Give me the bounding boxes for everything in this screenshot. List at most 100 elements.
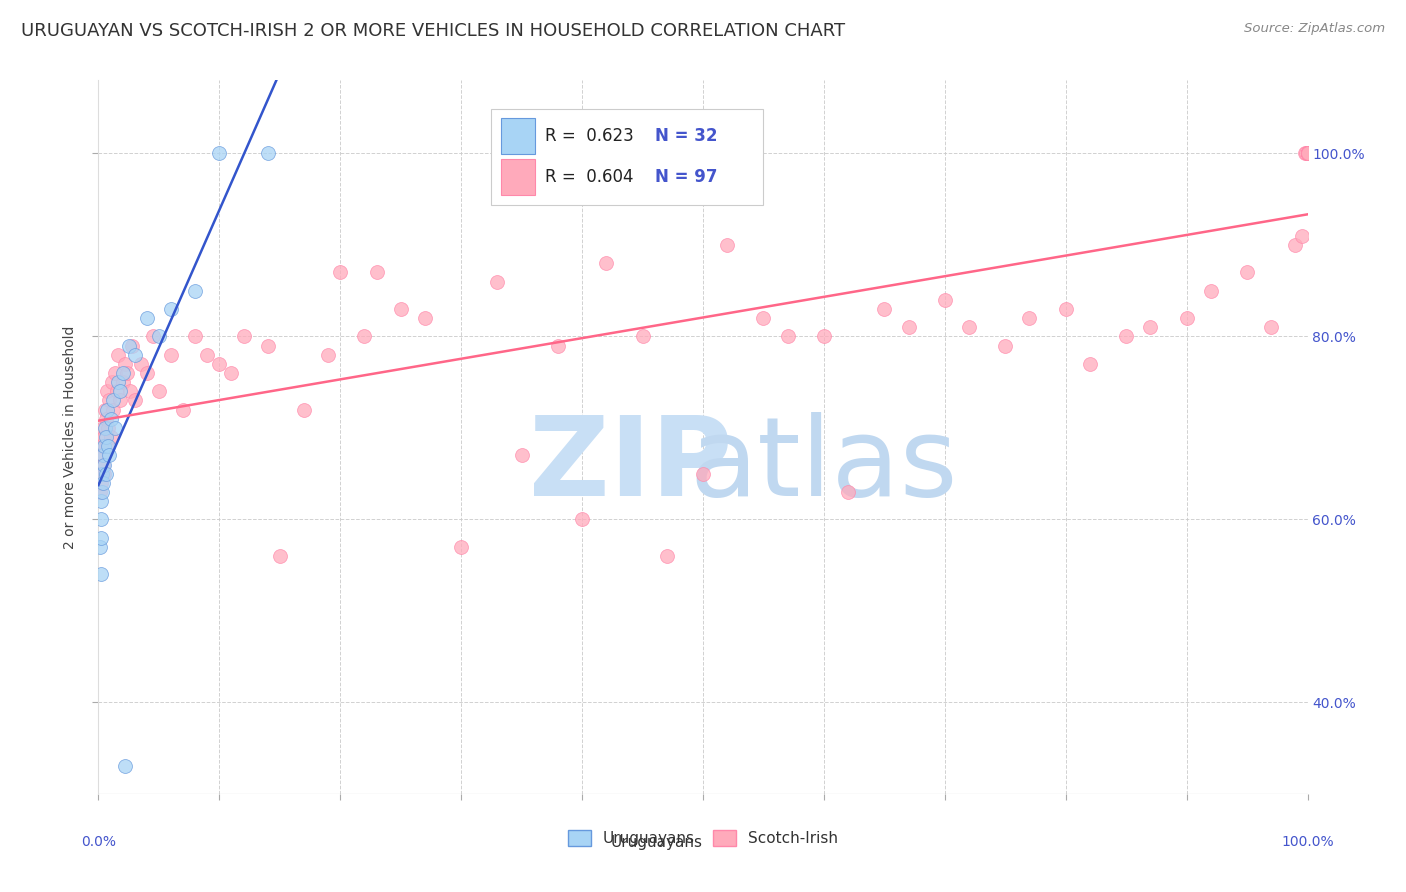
Point bbox=[135, 311, 157, 326]
Point bbox=[571, 512, 593, 526]
Legend: Uruguayans, Scotch-Irish: Uruguayans, Scotch-Irish bbox=[564, 825, 842, 850]
Point bbox=[1291, 228, 1313, 243]
Point bbox=[208, 146, 231, 161]
Point bbox=[114, 759, 136, 773]
Point bbox=[90, 531, 112, 545]
Point bbox=[1139, 320, 1161, 334]
Point bbox=[100, 411, 122, 425]
Point bbox=[486, 275, 509, 289]
Text: 0.0%: 0.0% bbox=[82, 835, 115, 849]
Point bbox=[98, 393, 121, 408]
Point bbox=[91, 458, 114, 472]
Text: R =  0.604: R = 0.604 bbox=[544, 169, 633, 186]
Point bbox=[89, 540, 111, 554]
Text: ZIP: ZIP bbox=[529, 412, 733, 519]
Point bbox=[256, 338, 278, 352]
Point bbox=[91, 475, 114, 490]
Point bbox=[1296, 146, 1319, 161]
FancyBboxPatch shape bbox=[501, 160, 534, 195]
Point bbox=[94, 439, 117, 453]
Point bbox=[101, 393, 124, 408]
Point bbox=[752, 311, 775, 326]
Point bbox=[1296, 146, 1319, 161]
Point bbox=[1018, 311, 1040, 326]
Point bbox=[104, 366, 127, 380]
Point bbox=[90, 512, 112, 526]
Point bbox=[994, 338, 1017, 352]
Point bbox=[873, 301, 896, 316]
Point bbox=[117, 366, 139, 380]
Point bbox=[90, 567, 112, 582]
Point bbox=[631, 329, 654, 343]
Point bbox=[107, 375, 129, 389]
Point bbox=[91, 421, 114, 435]
Point bbox=[1296, 146, 1319, 161]
Point bbox=[114, 357, 136, 371]
Point bbox=[90, 475, 112, 490]
Point bbox=[118, 338, 141, 352]
Point bbox=[1295, 146, 1317, 161]
Point bbox=[100, 430, 122, 444]
Point bbox=[135, 366, 157, 380]
Point bbox=[1296, 146, 1319, 161]
Point bbox=[1296, 146, 1319, 161]
Point bbox=[897, 320, 920, 334]
Point bbox=[111, 366, 134, 380]
Point bbox=[269, 549, 291, 563]
Point bbox=[96, 402, 118, 417]
Point bbox=[89, 467, 111, 481]
Point bbox=[124, 393, 146, 408]
Point bbox=[195, 348, 218, 362]
Point bbox=[1115, 329, 1137, 343]
Point bbox=[148, 329, 170, 343]
Point bbox=[100, 375, 122, 389]
Text: 100.0%: 100.0% bbox=[1281, 835, 1334, 849]
Point bbox=[1296, 146, 1319, 161]
Point bbox=[90, 485, 112, 500]
Point bbox=[1296, 146, 1319, 161]
Point bbox=[160, 348, 183, 362]
Point bbox=[1296, 146, 1319, 161]
Point bbox=[184, 329, 207, 343]
Point bbox=[124, 348, 146, 362]
Point bbox=[450, 540, 472, 554]
Point bbox=[93, 439, 115, 453]
Text: N = 97: N = 97 bbox=[655, 169, 717, 186]
Point bbox=[366, 265, 388, 279]
Point bbox=[121, 338, 143, 352]
Point bbox=[142, 329, 165, 343]
Point bbox=[1054, 301, 1077, 316]
Point bbox=[221, 366, 243, 380]
Text: URUGUAYAN VS SCOTCH-IRISH 2 OR MORE VEHICLES IN HOUSEHOLD CORRELATION CHART: URUGUAYAN VS SCOTCH-IRISH 2 OR MORE VEHI… bbox=[21, 22, 845, 40]
Point bbox=[91, 449, 114, 463]
Point bbox=[148, 384, 170, 399]
Point bbox=[1260, 320, 1282, 334]
Point bbox=[1296, 146, 1319, 161]
Point bbox=[510, 449, 533, 463]
Point bbox=[329, 265, 352, 279]
Point bbox=[105, 384, 128, 399]
Point bbox=[957, 320, 980, 334]
Point bbox=[353, 329, 375, 343]
Point bbox=[172, 402, 194, 417]
Point bbox=[118, 384, 141, 399]
Text: Uruguayans: Uruguayans bbox=[612, 835, 703, 850]
Point bbox=[716, 238, 738, 252]
Point bbox=[256, 146, 278, 161]
Point bbox=[111, 375, 134, 389]
Point bbox=[1296, 146, 1319, 161]
Point bbox=[813, 329, 835, 343]
Point bbox=[292, 402, 315, 417]
Point bbox=[104, 421, 127, 435]
Point bbox=[1284, 238, 1306, 252]
Point bbox=[1296, 146, 1319, 161]
Point bbox=[595, 256, 617, 270]
Point bbox=[1078, 357, 1101, 371]
Text: Source: ZipAtlas.com: Source: ZipAtlas.com bbox=[1244, 22, 1385, 36]
Y-axis label: 2 or more Vehicles in Household: 2 or more Vehicles in Household bbox=[63, 326, 77, 549]
Point bbox=[90, 439, 112, 453]
Point bbox=[96, 467, 118, 481]
Point bbox=[108, 393, 131, 408]
Point bbox=[1296, 146, 1319, 161]
Point bbox=[107, 348, 129, 362]
